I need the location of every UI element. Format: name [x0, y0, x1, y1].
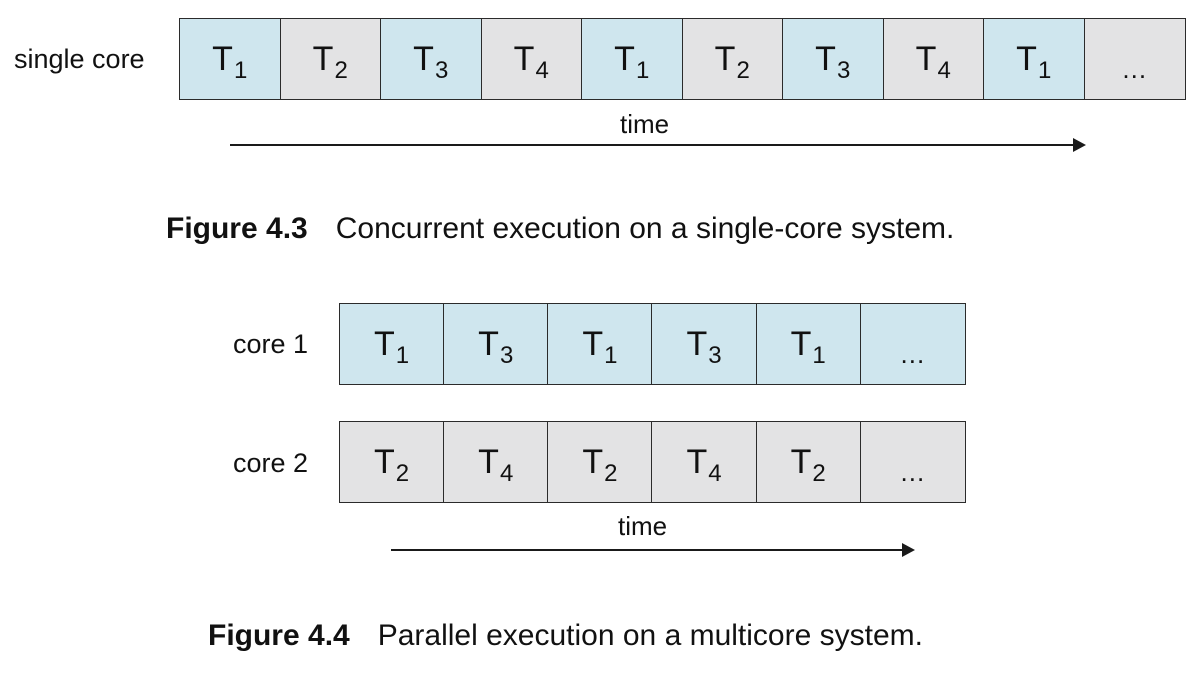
task-cell: ...	[860, 422, 965, 502]
task-name: T	[790, 443, 812, 481]
task-subscript: 1	[233, 57, 248, 84]
time-label-fig-4-4: time	[618, 511, 668, 541]
task-name: T	[815, 40, 836, 78]
task-subscript: 1	[604, 342, 618, 369]
task-subscript: 4	[937, 57, 951, 84]
ellipsis-label: ...	[900, 339, 926, 369]
task-name: T	[513, 40, 535, 78]
caption-fig-4-4: Figure 4.4 Parallel execution on a multic…	[208, 621, 923, 651]
single-core-label: single core	[14, 44, 145, 74]
task-subscript: 3	[708, 342, 722, 369]
task-name: T	[312, 40, 334, 78]
single-core-timeline: T 1 T 2 T 3 T 4 T 1 T 2 T 3 T 4 T 1...	[179, 18, 1186, 100]
task-subscript: 2	[604, 460, 618, 487]
task-cell: ...	[1084, 19, 1185, 99]
caption-fig-4-3: Figure 4.3 Concurrent execution on a sing…	[166, 214, 954, 244]
task-subscript: 4	[708, 460, 722, 487]
time-arrow-fig-4-3	[230, 138, 1086, 152]
task-name: T	[714, 40, 736, 78]
ellipsis-label: ...	[900, 457, 926, 487]
task-subscript: 4	[535, 57, 549, 84]
task-subscript: 1	[812, 342, 826, 369]
task-name: T	[686, 443, 708, 481]
task-name: T	[1016, 40, 1037, 78]
caption-number-fig-4-3: Figure 4.3	[166, 212, 308, 245]
task-name: T	[582, 325, 604, 363]
core-1-label: core 1	[233, 329, 309, 359]
task-subscript: 1	[395, 342, 410, 369]
task-name: T	[790, 325, 812, 363]
task-subscript: 3	[434, 57, 449, 84]
caption-number-fig-4-4: Figure 4.4	[208, 619, 350, 652]
task-subscript: 2	[736, 57, 750, 84]
task-subscript: 1	[635, 57, 650, 84]
task-subscript: 1	[1037, 57, 1052, 84]
task-subscript: 3	[499, 342, 514, 369]
task-name: T	[212, 40, 233, 78]
task-name: T	[374, 443, 395, 481]
caption-text-fig-4-3: Concurrent execution on a single-core sy…	[335, 212, 955, 245]
core-2-timeline: T 2 T 4 T 2 T 4 T 2...	[339, 421, 966, 503]
task-cell: ...	[860, 304, 965, 384]
task-name: T	[478, 443, 499, 481]
task-name: T	[582, 443, 604, 481]
task-name: T	[374, 325, 395, 363]
task-subscript: 2	[395, 460, 410, 487]
task-name: T	[915, 40, 937, 78]
core-1-timeline: T 1 T 3 T 1 T 3 T 1...	[339, 303, 966, 385]
time-arrow-fig-4-4	[391, 543, 915, 557]
time-label-fig-4-3: time	[620, 109, 670, 139]
caption-text-fig-4-4: Parallel execution on a multicore system…	[377, 619, 923, 652]
task-name: T	[614, 40, 635, 78]
task-subscript: 2	[334, 57, 348, 84]
task-name: T	[413, 40, 434, 78]
task-name: T	[686, 325, 708, 363]
task-subscript: 3	[836, 57, 851, 84]
task-name: T	[478, 325, 499, 363]
ellipsis-label: ...	[1122, 54, 1148, 84]
task-subscript: 4	[499, 460, 514, 487]
task-subscript: 2	[812, 460, 826, 487]
core-2-label: core 2	[233, 448, 309, 478]
